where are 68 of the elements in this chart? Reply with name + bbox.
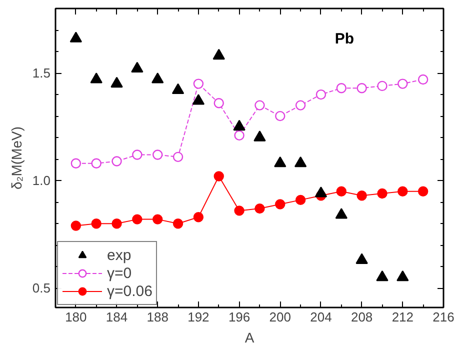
point (295, 194, 306, 206)
point (316, 89, 326, 100)
point (356, 83, 367, 94)
point (132, 214, 142, 224)
x-tick-label: 180 (65, 310, 87, 324)
point (254, 100, 265, 110)
point (172, 218, 184, 229)
point (234, 130, 244, 141)
point (335, 208, 348, 219)
point (152, 214, 163, 224)
point (356, 190, 367, 201)
point (377, 188, 388, 199)
point (70, 32, 82, 42)
point (336, 186, 346, 196)
point (233, 120, 246, 131)
x-tick-label: 212 (392, 310, 414, 324)
y-tick-label: 1.5 (32, 66, 51, 81)
point (172, 152, 184, 162)
x-tick-label: 196 (228, 310, 250, 324)
point (90, 72, 102, 84)
legend-label: exp (107, 246, 132, 264)
point (192, 94, 205, 105)
point (131, 62, 144, 73)
point (294, 156, 307, 168)
x-tick-label: 204 (310, 310, 332, 324)
point (336, 83, 346, 94)
point (418, 74, 428, 85)
point (214, 98, 224, 108)
point (314, 186, 328, 198)
point (193, 78, 204, 89)
point (295, 100, 306, 110)
point (418, 186, 428, 196)
point (193, 212, 204, 222)
x-tick-label: 200 (269, 310, 291, 324)
x-tick-label: 216 (432, 310, 454, 324)
point (132, 150, 142, 160)
point (398, 78, 408, 89)
legend-label: γ=0 (107, 264, 132, 282)
point (91, 158, 102, 168)
point (234, 206, 244, 216)
point (214, 171, 224, 182)
y-tick-label: 1.0 (32, 173, 51, 188)
point (275, 199, 286, 210)
x-tick-label: 192 (188, 310, 210, 324)
point (212, 48, 225, 60)
legend-label: γ=0.06 (107, 282, 152, 300)
point (172, 83, 184, 94)
point (152, 150, 163, 160)
point (377, 80, 388, 92)
point (110, 76, 123, 88)
annotation: Pb (334, 30, 354, 48)
point (152, 72, 164, 84)
x-tick-label: 184 (106, 310, 128, 324)
point (112, 218, 122, 229)
x-tick-label: 188 (146, 310, 168, 324)
x-axis-title: A (244, 330, 255, 346)
point (398, 186, 408, 196)
point (70, 220, 82, 231)
point (254, 203, 265, 214)
point (70, 158, 82, 168)
point (254, 130, 266, 142)
x-tick-label: 208 (350, 310, 373, 324)
point (275, 110, 286, 122)
y-tick-label: 0.5 (32, 280, 51, 296)
point (91, 218, 102, 229)
y-axis-title: δ₂M(MeV) (8, 126, 24, 190)
point (112, 156, 122, 166)
point (274, 156, 286, 168)
